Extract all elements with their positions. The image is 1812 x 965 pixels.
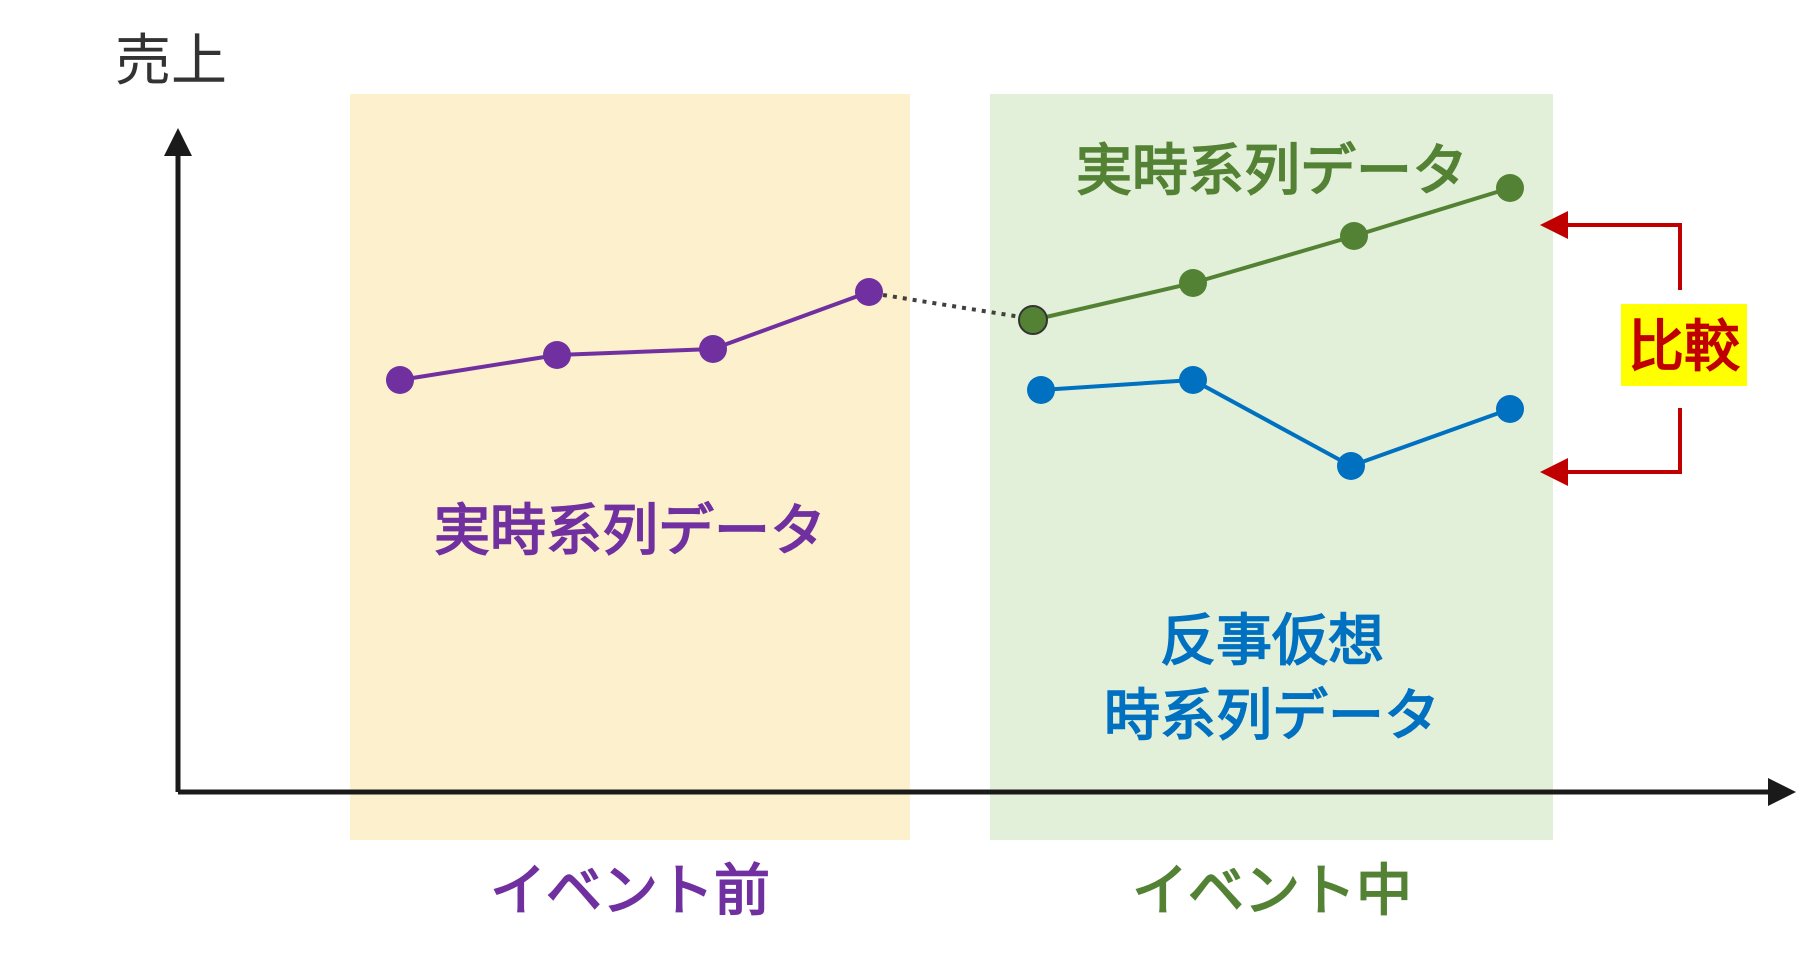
- y-axis-arrowhead: [164, 128, 192, 156]
- series-line: [1040, 377, 1511, 469]
- connector-dotted-line: [882, 293, 1022, 319]
- data-point: [1018, 305, 1048, 335]
- y-axis-label: 売上: [115, 29, 227, 94]
- comparison-arrowhead-bottom: [1540, 458, 1568, 486]
- data-point: [386, 366, 414, 394]
- label-before-event: イベント前: [490, 859, 770, 924]
- data-point: [1340, 222, 1368, 250]
- bracket-top-line: [1565, 223, 1682, 290]
- bracket-bottom-line: [1565, 408, 1682, 474]
- comparison-label-highlight: [1621, 304, 1747, 386]
- label-counterfactual-line2: 時系列データ: [1104, 684, 1440, 749]
- data-point: [1027, 376, 1055, 404]
- series-actual-before: [386, 278, 883, 394]
- comparison-label: 比較: [1628, 315, 1741, 380]
- label-actual-series-before: 実時系列データ: [434, 499, 826, 564]
- region-before-event: [350, 94, 910, 840]
- x-axis-arrowhead: [1768, 778, 1796, 806]
- data-point: [543, 341, 571, 369]
- label-during-event: イベント中: [1132, 859, 1412, 924]
- data-point: [1496, 395, 1524, 423]
- series-line: [399, 290, 870, 382]
- series-line: [1032, 186, 1511, 322]
- data-point: [1179, 269, 1207, 297]
- label-counterfactual-line1: 反事仮想: [1160, 609, 1384, 674]
- region-during-event: [990, 94, 1553, 840]
- series-actual-during: [1018, 174, 1524, 335]
- data-point: [1337, 452, 1365, 480]
- label-actual-series-during: 実時系列データ: [1076, 139, 1468, 204]
- series-counterfactual: [1027, 366, 1524, 480]
- comparison-arrowhead-top: [1540, 211, 1568, 239]
- data-point: [1179, 366, 1207, 394]
- data-point: [699, 335, 727, 363]
- comparison-bracket: 比較: [1540, 211, 1747, 486]
- data-point: [855, 278, 883, 306]
- data-point: [1496, 174, 1524, 202]
